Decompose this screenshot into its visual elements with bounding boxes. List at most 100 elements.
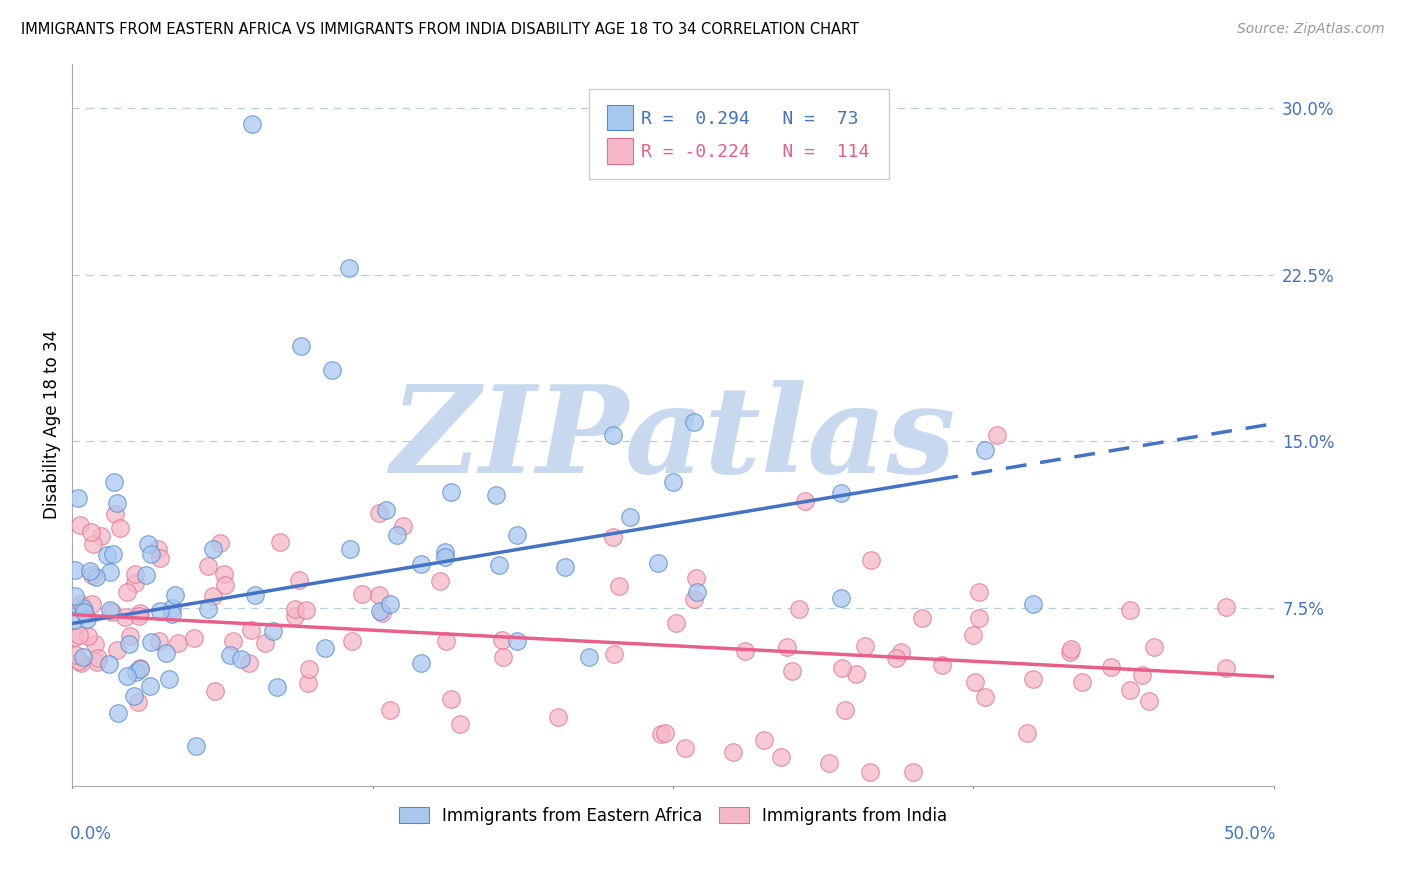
Point <box>602 530 624 544</box>
Point <box>163 588 186 602</box>
Point <box>1143 640 1166 655</box>
Point <box>794 494 817 508</box>
Point <box>830 591 852 606</box>
Point <box>135 567 157 582</box>
Point <box>321 363 343 377</box>
Point <box>238 656 260 670</box>
Point <box>118 637 141 651</box>
Text: IMMIGRANTS FROM EASTERN AFRICA VS IMMIGRANTS FROM INDIA DISABILITY AGE 18 TO 34 : IMMIGRANTS FROM EASTERN AFRICA VS IMMIGR… <box>21 22 859 37</box>
Point <box>903 765 925 780</box>
Point <box>139 547 162 561</box>
Point <box>962 627 984 641</box>
Point <box>967 584 990 599</box>
Point <box>974 442 997 457</box>
Point <box>619 510 641 524</box>
Point <box>1119 603 1142 617</box>
Point <box>157 673 180 687</box>
Point <box>1130 667 1153 681</box>
Point <box>602 427 624 442</box>
Point <box>214 578 236 592</box>
Point <box>337 261 360 276</box>
Text: ZIPatlas: ZIPatlas <box>391 380 956 499</box>
Point <box>884 650 907 665</box>
Point <box>385 527 408 541</box>
Point <box>136 537 159 551</box>
Point <box>339 541 361 556</box>
Point <box>1215 600 1237 615</box>
Point <box>485 488 508 502</box>
Point <box>488 558 510 572</box>
Point <box>752 733 775 747</box>
Point <box>290 339 312 353</box>
Point <box>831 661 853 675</box>
Point <box>63 613 86 627</box>
Point <box>84 569 107 583</box>
Point <box>83 637 105 651</box>
Point <box>491 633 513 648</box>
Point <box>1022 597 1045 611</box>
Point <box>853 640 876 654</box>
Point <box>103 475 125 489</box>
Point <box>298 662 321 676</box>
Point <box>149 550 172 565</box>
Point <box>79 564 101 578</box>
Point <box>122 689 145 703</box>
Point <box>860 553 883 567</box>
Point <box>202 589 225 603</box>
Y-axis label: Disability Age 18 to 34: Disability Age 18 to 34 <box>44 330 60 519</box>
Point <box>449 717 471 731</box>
Point <box>1059 645 1081 659</box>
Point <box>149 604 172 618</box>
Point <box>129 663 152 677</box>
Point <box>167 636 190 650</box>
Text: 50.0%: 50.0% <box>1223 825 1277 843</box>
Point <box>266 680 288 694</box>
Point <box>1022 672 1045 686</box>
Text: 0.0%: 0.0% <box>70 825 111 843</box>
Point <box>98 565 121 579</box>
Point <box>67 654 90 668</box>
Point <box>433 549 456 564</box>
Point <box>87 650 110 665</box>
Point <box>380 703 402 717</box>
Point <box>368 506 391 520</box>
Point <box>125 665 148 680</box>
Point <box>440 485 463 500</box>
Point <box>974 690 997 704</box>
Point <box>107 706 129 721</box>
Point <box>665 615 688 630</box>
Point <box>834 703 856 717</box>
Point <box>890 645 912 659</box>
Point <box>1099 659 1122 673</box>
Point <box>682 591 704 606</box>
Point <box>647 556 669 570</box>
Point <box>269 535 291 549</box>
Point <box>69 656 91 670</box>
Point <box>963 674 986 689</box>
Point <box>352 587 374 601</box>
Point <box>139 634 162 648</box>
Point <box>90 529 112 543</box>
Point <box>967 610 990 624</box>
Point <box>76 612 98 626</box>
Point <box>129 661 152 675</box>
Point <box>288 574 311 588</box>
Point <box>76 629 98 643</box>
Point <box>253 636 276 650</box>
Point <box>770 749 793 764</box>
Point <box>434 634 457 648</box>
Point <box>721 745 744 759</box>
Point <box>931 657 953 672</box>
Point <box>662 475 685 489</box>
Point <box>262 624 284 638</box>
Point <box>368 604 391 618</box>
Point <box>578 649 600 664</box>
Point <box>1118 683 1140 698</box>
Point <box>682 415 704 429</box>
Point <box>160 601 183 615</box>
FancyBboxPatch shape <box>607 138 633 163</box>
Point <box>734 644 756 658</box>
Point <box>314 640 336 655</box>
Point <box>429 574 451 588</box>
Point <box>654 726 676 740</box>
